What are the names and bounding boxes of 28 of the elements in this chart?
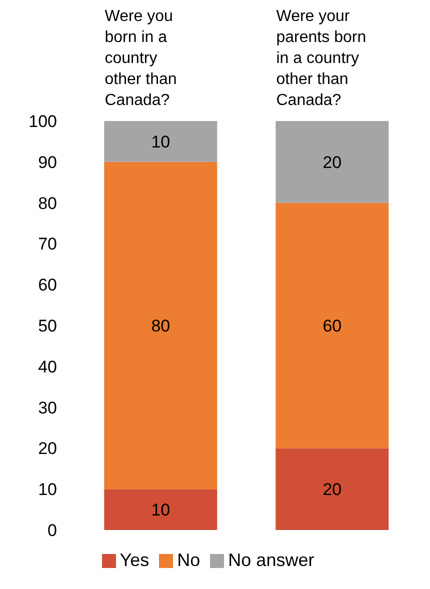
y-tick-label: 20 — [38, 439, 57, 458]
legend-label: Yes — [120, 550, 150, 570]
bar — [276, 202, 389, 448]
data-label: 80 — [151, 316, 170, 336]
bar — [276, 121, 389, 203]
y-tick-label: 60 — [38, 276, 57, 295]
bar — [276, 448, 389, 530]
bar — [104, 121, 218, 162]
data-label: 20 — [322, 152, 342, 172]
bar — [104, 489, 218, 530]
data-label: 60 — [322, 316, 342, 336]
y-tick-label: 100 — [28, 112, 57, 132]
y-tick-label: 40 — [38, 357, 57, 376]
bar — [104, 162, 218, 490]
data-label: 10 — [151, 500, 170, 520]
legend-label: No answer — [228, 550, 314, 570]
y-tick-label: 50 — [38, 316, 57, 336]
y-tick-label: 10 — [38, 480, 57, 500]
y-tick-label: 0 — [48, 521, 57, 540]
y-tick-label: 30 — [38, 398, 57, 418]
data-label: 10 — [151, 132, 170, 152]
y-tick-label: 70 — [38, 234, 57, 254]
y-tick-label: 90 — [38, 152, 57, 172]
legend-label: No — [177, 550, 200, 570]
x-tick-label: Were your parents born in a country other than Canada? — [276, 8, 366, 109]
x-tick-label: Were you born in a country other than Canada? — [104, 8, 177, 109]
data-label: 20 — [322, 480, 342, 500]
y-tick-label: 80 — [38, 194, 57, 213]
